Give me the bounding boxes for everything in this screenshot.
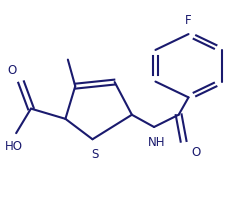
Text: NH: NH bbox=[148, 136, 165, 149]
Text: O: O bbox=[191, 146, 200, 159]
Text: HO: HO bbox=[5, 140, 23, 152]
Text: O: O bbox=[7, 64, 16, 77]
Text: S: S bbox=[91, 148, 99, 161]
Text: F: F bbox=[185, 14, 192, 27]
